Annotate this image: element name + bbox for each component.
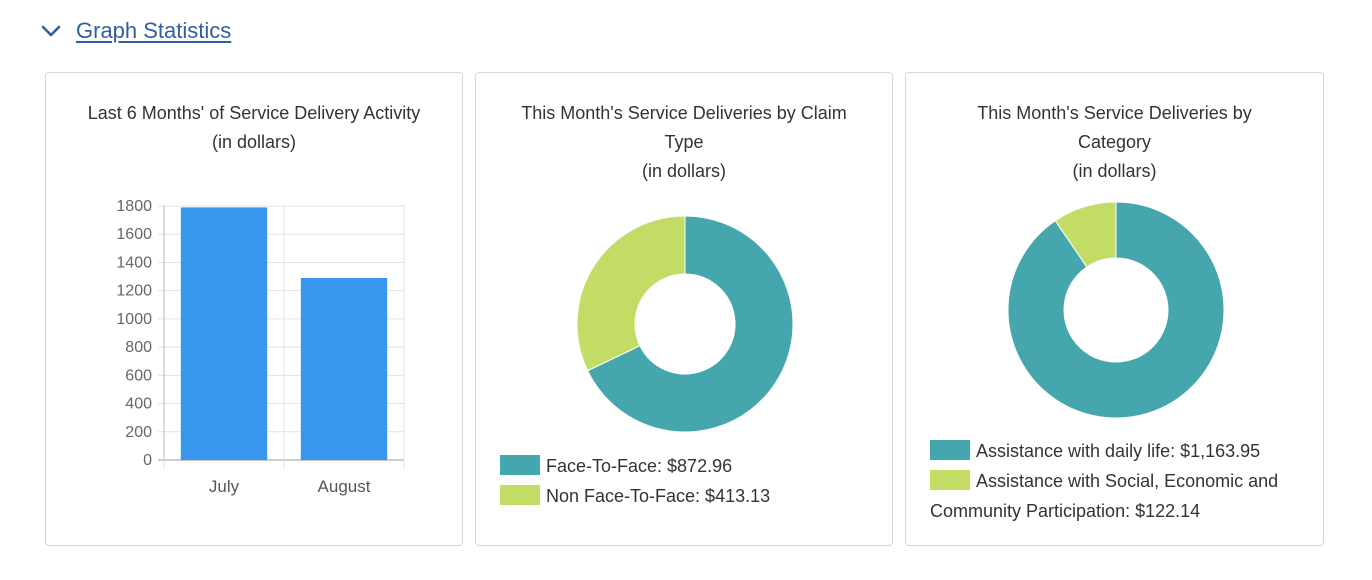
legend-swatch: [930, 440, 970, 460]
donut-slice-non-face-to-face[interactable]: [576, 215, 686, 372]
donut-slice-assistance-with-daily-life[interactable]: [1007, 201, 1225, 419]
card-title: Last 6 Months' of Service Delivery Activ…: [66, 99, 442, 157]
chart-legend: Face-To-Face: $872.96 Non Face-To-Face: …: [500, 451, 770, 511]
y-tick-label: 400: [125, 396, 152, 413]
x-tick-label: August: [318, 477, 371, 496]
legend-label: Assistance with daily life: $1,163.95: [976, 441, 1261, 461]
card-title: This Month's Service Deliveries by Claim…: [496, 99, 872, 186]
graph-statistics-toggle[interactable]: Graph Statistics: [40, 18, 231, 44]
claim-type-card: This Month's Service Deliveries by Claim…: [475, 72, 893, 546]
bar-chart: 0 200 400 600 800 1000 1200 1400 1600 1800 July Aug…: [116, 198, 405, 496]
card-title-line: Last 6 Months' of Service Delivery Activ…: [87, 103, 421, 123]
legend-swatch: [500, 455, 540, 475]
card-title-line: This Month's Service Deliveries by: [977, 103, 1252, 123]
legend-label: Face-To-Face: $872.96: [546, 456, 733, 476]
x-tick-label: July: [209, 477, 240, 496]
bar-august[interactable]: [300, 277, 388, 460]
y-tick-label: 1200: [116, 283, 152, 300]
legend-label: Non Face-To-Face: $413.13: [546, 486, 771, 506]
chart-legend: Assistance with daily life: $1,163.95 As…: [930, 436, 1310, 526]
y-tick-label: 1400: [116, 254, 152, 271]
card-title-line: (in dollars): [211, 132, 297, 152]
category-donut-chart: [1007, 201, 1225, 419]
card-title-line: This Month's Service Deliveries by Claim: [521, 103, 847, 123]
category-card: This Month's Service Deliveries by Categ…: [905, 72, 1324, 546]
y-tick-label: 800: [125, 339, 152, 356]
donut-slice-assistance-with-social-economic-and-community-participation[interactable]: [1054, 201, 1117, 268]
y-tick-label: 1800: [116, 198, 152, 215]
card-title-line: Category: [1077, 132, 1152, 152]
y-tick-label: 600: [125, 367, 152, 384]
legend-item-face-to-face[interactable]: Face-To-Face: $872.96: [500, 451, 770, 481]
graph-statistics-link[interactable]: Graph Statistics: [76, 18, 232, 43]
y-tick-label: 0: [143, 452, 152, 469]
legend-swatch: [930, 470, 970, 490]
y-tick-label: 1600: [116, 226, 152, 243]
legend-swatch: [500, 485, 540, 505]
legend-item-daily-life[interactable]: Assistance with daily life: $1,163.95: [930, 436, 1310, 466]
y-tick-label: 200: [125, 424, 152, 441]
legend-item-non-face-to-face[interactable]: Non Face-To-Face: $413.13: [500, 481, 770, 511]
card-title-line: (in dollars): [641, 161, 727, 181]
claim-type-donut-chart: [576, 215, 794, 433]
donut-slice-face-to-face[interactable]: [586, 215, 794, 433]
service-delivery-activity-card: Last 6 Months' of Service Delivery Activ…: [45, 72, 463, 546]
legend-label: Assistance with Social, Economic and Com…: [930, 471, 1279, 521]
card-title-line: Type: [664, 132, 704, 152]
y-tick-label: 1000: [116, 311, 152, 328]
card-title-line: (in dollars): [1072, 161, 1157, 181]
chevron-down-icon[interactable]: [40, 24, 62, 38]
bar-july[interactable]: [180, 207, 268, 460]
legend-item-social-economic-community[interactable]: Assistance with Social, Economic and Com…: [930, 466, 1310, 526]
card-title: This Month's Service Deliveries by Categ…: [926, 99, 1303, 186]
